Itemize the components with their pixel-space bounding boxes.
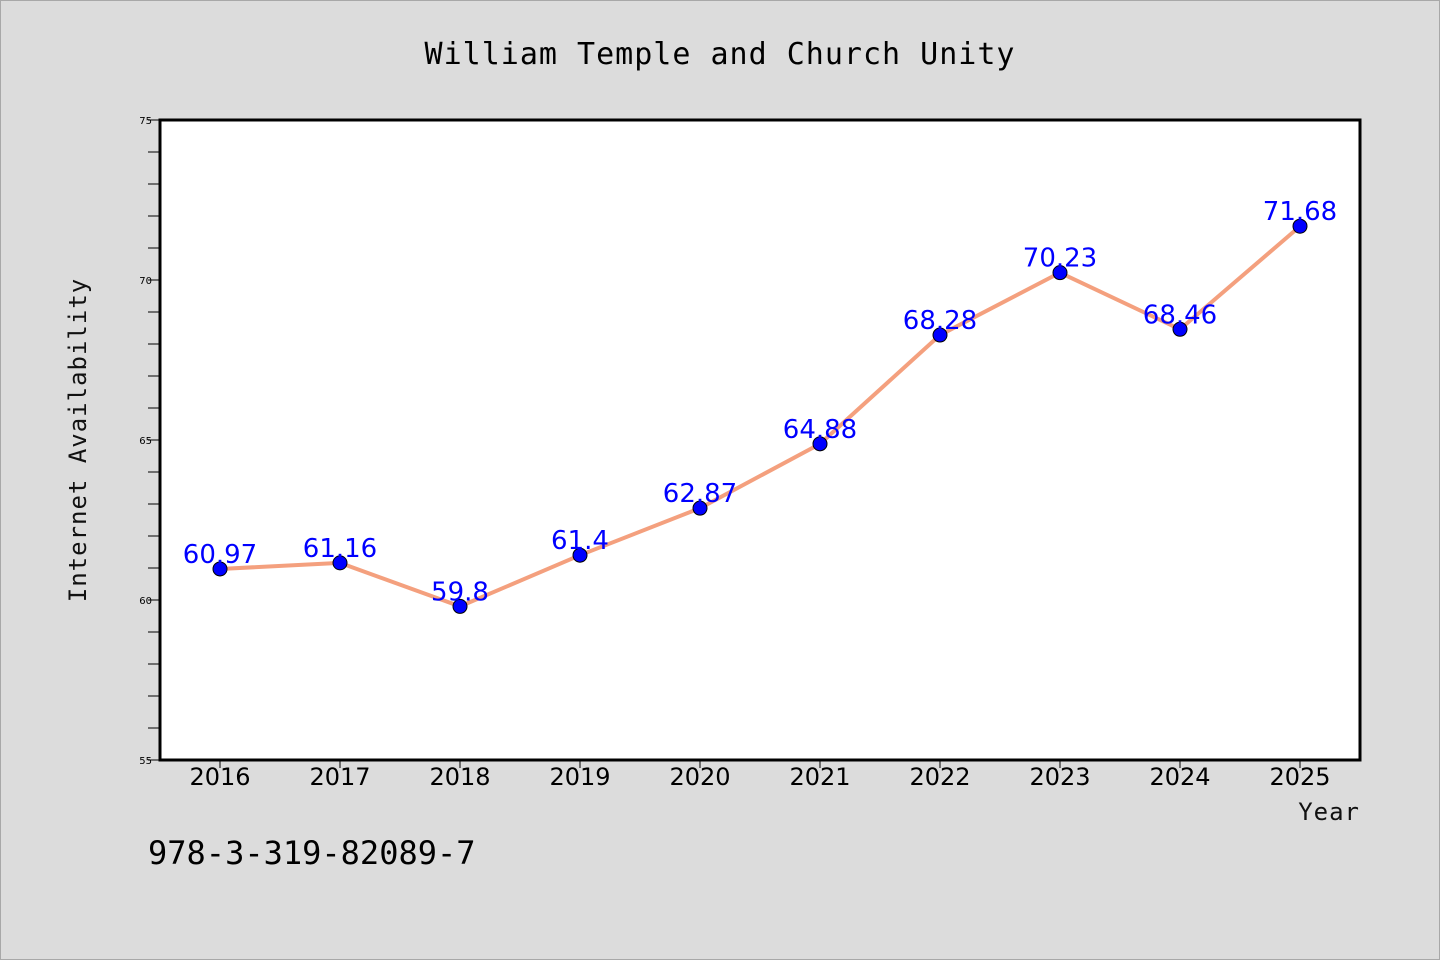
data-label: 62.87 — [663, 479, 737, 509]
data-point — [452, 598, 468, 614]
data-label: 71.68 — [1263, 197, 1337, 227]
data-label-group: 60.97 61.16 59.8 61.4 62.87 64.88 68.28 70.23 68… — [183, 197, 1337, 607]
x-tick-label: 2018 — [429, 763, 490, 791]
data-point — [332, 555, 348, 571]
data-point — [692, 500, 708, 516]
y-tick-label: 60 — [139, 596, 152, 607]
data-point — [1052, 265, 1068, 281]
y-tick-label: 65 — [139, 436, 152, 447]
y-tick-label: 75 — [139, 116, 152, 127]
x-tick-label: 2016 — [189, 763, 250, 791]
x-axis-label: Year — [1298, 798, 1360, 826]
data-point — [1292, 218, 1308, 234]
x-tick-label: 2022 — [909, 763, 970, 791]
data-label: 59.8 — [431, 577, 489, 607]
x-axis: 2016 2017 2018 2019 2020 2021 2022 2023 2024 2025 — [189, 760, 1331, 791]
y-axis-label: Internet Availability — [64, 278, 92, 602]
x-tick-label: 2017 — [309, 763, 370, 791]
chart-title: William Temple and Church Unity — [425, 37, 1016, 72]
footer-isbn: 978-3-319-82089-7 — [148, 834, 476, 872]
data-label: 68.28 — [903, 306, 977, 336]
data-point — [932, 327, 948, 343]
plot-border — [158, 118, 1362, 762]
y-tick-label: 70 — [139, 276, 152, 287]
x-tick-label: 2019 — [549, 763, 610, 791]
x-tick-label: 2020 — [669, 763, 730, 791]
data-point — [812, 436, 828, 452]
data-label: 60.97 — [183, 540, 257, 570]
plot-area — [160, 120, 1360, 760]
series-line-group — [219, 224, 1302, 609]
x-tick-label: 2024 — [1149, 763, 1210, 791]
marker-group — [212, 218, 1308, 614]
x-tick-label: 2025 — [1269, 763, 1330, 791]
data-point — [572, 547, 588, 563]
data-label: 64.88 — [783, 415, 857, 445]
data-label: 70.23 — [1023, 244, 1097, 274]
y-axis: 55 60 65 70 75 — [139, 116, 160, 767]
data-point — [212, 561, 228, 577]
x-tick-label: 2023 — [1029, 763, 1090, 791]
y-tick-label: 55 — [139, 756, 152, 767]
x-tick-label: 2021 — [789, 763, 850, 791]
data-label: 68.46 — [1143, 300, 1217, 330]
data-label: 61.4 — [551, 526, 609, 556]
series-line — [219, 224, 1302, 609]
data-label: 61.16 — [303, 534, 377, 564]
data-point — [1172, 321, 1188, 337]
